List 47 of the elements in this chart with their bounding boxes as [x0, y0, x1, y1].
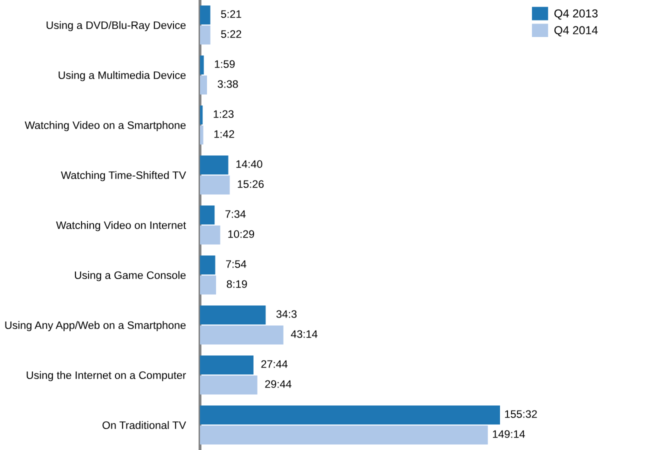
- bar: [200, 176, 230, 194]
- bar: [200, 406, 500, 424]
- bar: [200, 106, 203, 124]
- data-label: 34:3: [276, 310, 297, 318]
- bar: [200, 256, 216, 274]
- data-label: 27:44: [261, 360, 288, 368]
- data-label: 5:22: [221, 30, 242, 38]
- bar: [200, 356, 254, 374]
- bar: [200, 276, 216, 294]
- bar: [200, 326, 284, 344]
- data-label: 15:26: [238, 180, 264, 188]
- bar: [200, 376, 258, 394]
- bar: [200, 76, 207, 94]
- y-tick-label: Using Any App/Web on a Smartphone: [5, 321, 186, 332]
- data-label: 1:59: [214, 60, 235, 68]
- bar: [200, 306, 266, 324]
- data-label: 155:32: [505, 410, 537, 418]
- data-label: 8:19: [226, 280, 247, 288]
- y-tick-label: Using a DVD/Blu-Ray Device: [46, 21, 186, 32]
- bar: [200, 226, 220, 244]
- bar: [200, 426, 488, 444]
- data-label: 5:21: [221, 10, 242, 18]
- data-label: 149:14: [492, 430, 525, 438]
- bar: [200, 56, 204, 74]
- bar: [200, 6, 210, 24]
- data-label: 1:23: [214, 110, 234, 118]
- data-label: 43:14: [290, 330, 318, 338]
- legend-label: Q4 2014: [554, 26, 598, 36]
- bar: [200, 126, 204, 144]
- y-tick-label: Watching Time-Shifted TV: [60, 171, 186, 182]
- y-tick-label: Using a Game Console: [74, 271, 186, 282]
- y-tick-label: On Traditional TV: [102, 421, 186, 430]
- data-label: 10:29: [228, 230, 254, 238]
- data-label: 7:34: [225, 210, 246, 218]
- bar: [200, 156, 228, 174]
- data-label: 7:54: [226, 260, 246, 268]
- data-label: 1:42: [214, 130, 234, 138]
- legend-label: Q4 2013: [554, 9, 598, 20]
- data-label: 14:40: [236, 160, 262, 168]
- y-tick-label: Using the Internet on a Computer: [26, 371, 186, 382]
- bar: [200, 26, 210, 44]
- y-tick-label: Watching Video on Internet: [56, 221, 186, 232]
- data-label: 3:38: [218, 80, 238, 88]
- y-tick-label: Watching Video on a Smartphone: [24, 121, 186, 132]
- data-label: 29:44: [265, 380, 292, 388]
- y-tick-label: Using a Multimedia Device: [58, 71, 186, 82]
- bar: [200, 206, 215, 224]
